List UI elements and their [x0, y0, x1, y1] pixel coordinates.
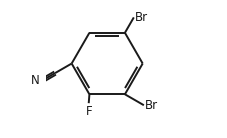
- Text: Br: Br: [135, 11, 148, 24]
- Text: F: F: [85, 105, 92, 118]
- Text: N: N: [31, 74, 40, 87]
- Text: Br: Br: [145, 99, 158, 112]
